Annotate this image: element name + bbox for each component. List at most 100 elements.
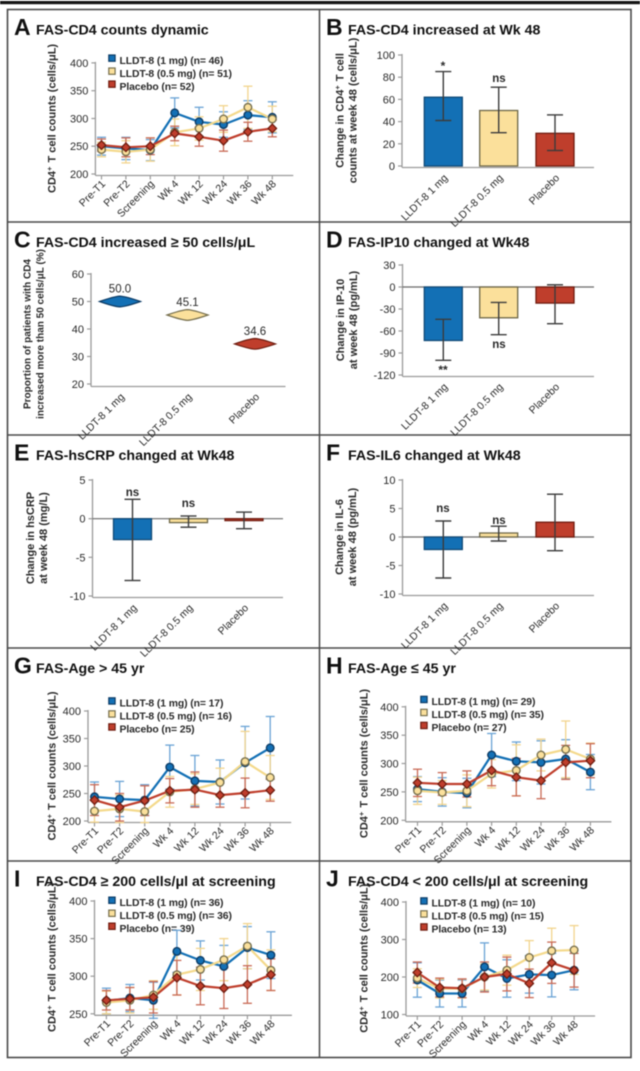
svg-text:FAS-CD4 ≥ 200 cells/μl at scre: FAS-CD4 ≥ 200 cells/μl at screening <box>36 874 276 890</box>
svg-text:F: F <box>326 440 340 466</box>
svg-text:400: 400 <box>380 702 398 714</box>
svg-text:350: 350 <box>69 934 87 946</box>
svg-text:LLDT-8 (1 mg) (n= 17): LLDT-8 (1 mg) (n= 17) <box>120 699 224 710</box>
svg-text:FAS-CD4 increased ≥ 50 cells/μ: FAS-CD4 increased ≥ 50 cells/μL <box>36 235 255 251</box>
svg-text:-120: -120 <box>373 370 395 382</box>
svg-text:*: * <box>441 59 446 73</box>
svg-text:increased more than 50 cells/μ: increased more than 50 cells/μL (%) <box>36 249 47 419</box>
svg-text:10: 10 <box>383 475 395 487</box>
svg-text:60: 60 <box>72 269 84 281</box>
svg-text:Change in hsCRP: Change in hsCRP <box>25 492 37 584</box>
svg-text:-30: -30 <box>380 304 396 316</box>
svg-text:200: 200 <box>380 815 398 827</box>
svg-text:5: 5 <box>79 475 85 487</box>
svg-text:FAS-CD4 counts dynamic: FAS-CD4 counts dynamic <box>36 23 209 39</box>
svg-text:300: 300 <box>381 935 399 947</box>
svg-text:400: 400 <box>63 706 81 718</box>
svg-text:350: 350 <box>70 86 88 98</box>
svg-text:100: 100 <box>377 50 395 62</box>
svg-text:-10: -10 <box>70 591 86 603</box>
svg-text:Change in IP-10: Change in IP-10 <box>335 279 347 362</box>
svg-text:CD4+ T cell counts (cells/μL): CD4+ T cell counts (cells/μL) <box>357 883 371 1032</box>
svg-text:FAS-hsCRP changed at Wk48: FAS-hsCRP changed at Wk48 <box>36 448 235 464</box>
svg-text:I: I <box>14 866 20 892</box>
svg-text:C: C <box>14 227 31 253</box>
svg-text:Placebo (n= 25): Placebo (n= 25) <box>120 725 195 736</box>
svg-text:LLDT-8 (0.5 mg) (n= 51): LLDT-8 (0.5 mg) (n= 51) <box>120 69 232 80</box>
svg-text:20: 20 <box>72 379 84 391</box>
svg-text:LLDT-8 (0.5 mg) (n= 16): LLDT-8 (0.5 mg) (n= 16) <box>120 712 232 723</box>
svg-text:D: D <box>326 227 343 253</box>
svg-text:LLDT-8 (0.5 mg) (n= 36): LLDT-8 (0.5 mg) (n= 36) <box>120 911 232 922</box>
svg-text:200: 200 <box>63 816 81 828</box>
svg-text:20: 20 <box>383 139 395 151</box>
svg-text:Change in CD4+ T cell: Change in CD4+ T cell <box>333 53 347 168</box>
svg-text:250: 250 <box>380 787 398 799</box>
svg-text:60: 60 <box>383 94 395 106</box>
svg-text:300: 300 <box>70 114 88 126</box>
svg-text:350: 350 <box>380 730 398 742</box>
svg-text:ns: ns <box>492 339 505 351</box>
svg-text:200: 200 <box>381 972 399 984</box>
svg-text:5: 5 <box>389 504 395 516</box>
svg-text:Placebo (n= 27): Placebo (n= 27) <box>432 723 507 734</box>
svg-text:LLDT-8 (1 mg) (n= 46): LLDT-8 (1 mg) (n= 46) <box>120 56 224 67</box>
svg-text:300: 300 <box>69 971 87 983</box>
svg-text:ns: ns <box>436 503 449 515</box>
svg-text:-5: -5 <box>76 552 86 564</box>
svg-text:40: 40 <box>72 324 84 336</box>
svg-text:250: 250 <box>70 141 88 153</box>
svg-text:at week 48 (mg/L): at week 48 (mg/L) <box>38 492 50 584</box>
svg-text:40: 40 <box>383 117 395 129</box>
svg-text:CD4+ T cell counts (cells/μL): CD4+ T cell counts (cells/μL) <box>45 691 59 840</box>
svg-text:FAS-IL6 changed at Wk48: FAS-IL6 changed at Wk48 <box>348 448 521 464</box>
svg-text:0: 0 <box>389 532 395 544</box>
svg-text:H: H <box>326 653 343 679</box>
svg-text:FAS-Age ≤ 45 yr: FAS-Age ≤ 45 yr <box>348 661 456 677</box>
svg-text:80: 80 <box>383 72 395 84</box>
svg-text:at week 48 (pg/mL): at week 48 (pg/mL) <box>347 487 359 586</box>
svg-text:A: A <box>14 14 31 40</box>
svg-text:CD4+ T cell counts (cells/μL): CD4+ T cell counts (cells/μL) <box>45 883 59 1032</box>
svg-text:250: 250 <box>69 1009 87 1021</box>
svg-text:45.1: 45.1 <box>176 297 198 309</box>
svg-text:Placebo (n= 52): Placebo (n= 52) <box>120 82 195 93</box>
svg-text:0: 0 <box>389 282 395 294</box>
svg-text:FAS-Age > 45 yr: FAS-Age > 45 yr <box>36 661 145 677</box>
svg-text:0: 0 <box>389 161 395 173</box>
svg-text:300: 300 <box>380 759 398 771</box>
svg-text:FAS-CD4 < 200 cells/μl at scre: FAS-CD4 < 200 cells/μl at screening <box>348 874 588 890</box>
svg-text:**: ** <box>438 363 448 377</box>
svg-text:30: 30 <box>383 260 395 272</box>
svg-text:30: 30 <box>72 352 84 364</box>
svg-text:0: 0 <box>79 514 85 526</box>
svg-text:400: 400 <box>69 896 87 908</box>
svg-text:E: E <box>14 440 29 466</box>
svg-text:250: 250 <box>63 789 81 801</box>
svg-text:ns: ns <box>492 515 505 527</box>
svg-text:50: 50 <box>72 297 84 309</box>
svg-text:ns: ns <box>492 73 505 85</box>
svg-text:G: G <box>14 653 32 679</box>
svg-text:100: 100 <box>381 1010 399 1022</box>
svg-text:50.0: 50.0 <box>109 284 131 296</box>
svg-text:LLDT-8 (1 mg) (n= 29): LLDT-8 (1 mg) (n= 29) <box>432 697 536 708</box>
svg-text:300: 300 <box>63 761 81 773</box>
svg-text:B: B <box>326 14 343 40</box>
svg-text:LLDT-8 (1 mg) (n= 10): LLDT-8 (1 mg) (n= 10) <box>432 899 536 910</box>
svg-text:CD4+ T cell counts (cells/μL): CD4+ T cell counts (cells/μL) <box>357 689 371 838</box>
svg-text:FAS-CD4 increased at Wk 48: FAS-CD4 increased at Wk 48 <box>348 23 540 39</box>
svg-text:CD4+ T cell counts (cells/μL): CD4+ T cell counts (cells/μL) <box>45 44 59 193</box>
svg-text:J: J <box>326 866 339 892</box>
svg-text:200: 200 <box>70 169 88 181</box>
svg-text:-10: -10 <box>380 589 396 601</box>
svg-text:LLDT-8 (0.5 mg) (n= 35): LLDT-8 (0.5 mg) (n= 35) <box>432 710 544 721</box>
svg-text:-5: -5 <box>386 561 396 573</box>
svg-text:-90: -90 <box>380 348 396 360</box>
svg-text:ns: ns <box>126 487 139 499</box>
svg-text:FAS-IP10 changed at Wk48: FAS-IP10 changed at Wk48 <box>348 235 529 251</box>
svg-text:at week 48 (pg/mL): at week 48 (pg/mL) <box>348 270 360 369</box>
svg-text:Change in IL-6: Change in IL-6 <box>334 499 346 575</box>
svg-text:400: 400 <box>381 897 399 909</box>
svg-text:-60: -60 <box>380 326 396 338</box>
